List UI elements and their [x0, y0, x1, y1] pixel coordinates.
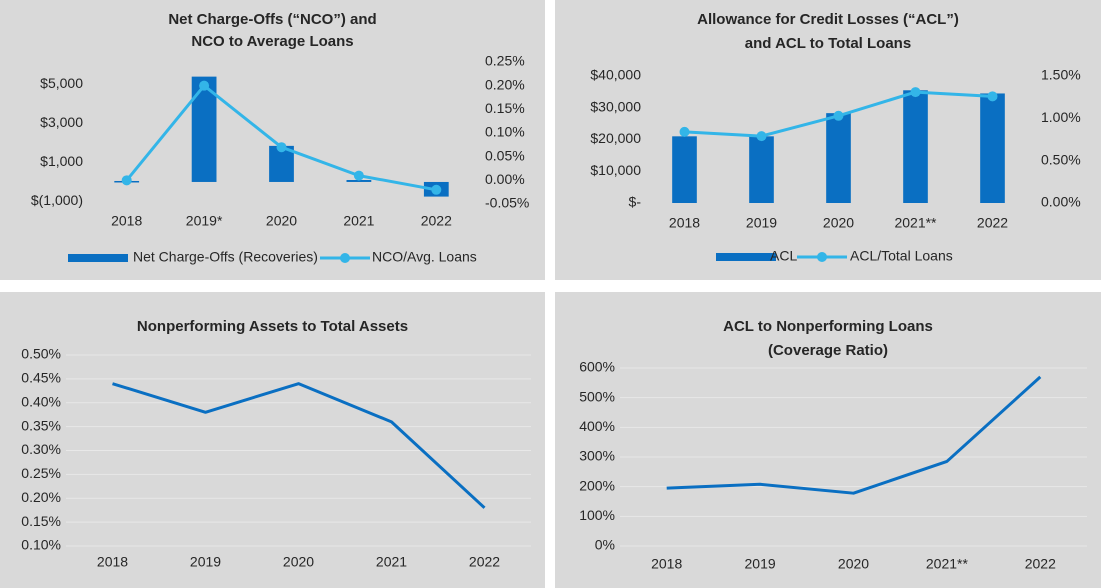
- chart-title: Allowance for Credit Losses (“ACL”): [697, 11, 959, 28]
- y2-tick-label: 0.50%: [1041, 151, 1081, 167]
- legend-label: NCO/Avg. Loans: [372, 249, 477, 265]
- y-tick-label: 600%: [579, 359, 615, 375]
- point: [121, 175, 132, 186]
- panel: [555, 292, 1101, 588]
- y2-tick-label: 0.10%: [485, 124, 525, 140]
- x-tick-label: 2021**: [926, 556, 969, 572]
- y-tick-label: 300%: [579, 448, 615, 464]
- x-tick-label: 2019: [190, 554, 221, 570]
- point: [431, 184, 442, 195]
- x-tick-label: 2020: [823, 215, 854, 231]
- y-tick-label: 500%: [579, 388, 615, 404]
- bar: [826, 113, 851, 203]
- y2-tick-label: 0.25%: [485, 53, 525, 69]
- x-tick-label: 2020: [266, 213, 297, 229]
- chart-title: ACL to Nonperforming Loans: [723, 318, 933, 335]
- point: [756, 131, 767, 142]
- x-tick-label: 2018: [97, 554, 128, 570]
- line: [666, 375, 1042, 495]
- x-tick-label: 2019: [745, 556, 776, 572]
- y-tick-label: $30,000: [590, 98, 641, 114]
- bar: [346, 180, 372, 182]
- point: [910, 87, 921, 98]
- legend-swatch: [68, 254, 128, 262]
- x-tick-label: 2021: [343, 213, 374, 229]
- y-tick-label: $20,000: [590, 130, 641, 146]
- chart-title: NCO to Average Loans: [191, 33, 353, 50]
- x-tick-label: 2020: [283, 554, 314, 570]
- x-tick-label: 2019*: [186, 213, 223, 229]
- y-tick-label: $10,000: [590, 162, 641, 178]
- y2-tick-label: 0.20%: [485, 76, 525, 92]
- point: [276, 142, 287, 153]
- x-tick-label: 2018: [111, 213, 142, 229]
- point: [987, 91, 998, 102]
- y-tick-label: $(1,000): [31, 192, 83, 208]
- y-tick-label: $40,000: [590, 67, 641, 83]
- bar: [672, 136, 697, 203]
- y-tick-label: 100%: [579, 507, 615, 523]
- x-tick-label: 2022: [977, 215, 1008, 231]
- chart-title: Net Charge-Offs (“NCO”) and: [168, 11, 376, 28]
- point: [353, 170, 364, 181]
- y-tick-label: 0.20%: [21, 489, 61, 505]
- x-tick-label: 2021: [376, 554, 407, 570]
- bar: [749, 136, 774, 203]
- y-tick-label: 0.35%: [21, 417, 61, 433]
- y2-tick-label: 0.00%: [485, 171, 525, 187]
- line: [112, 382, 486, 509]
- y-tick-label: 400%: [579, 418, 615, 434]
- legend-swatch: [340, 253, 350, 263]
- y-tick-label: 0.10%: [21, 537, 61, 553]
- y2-tick-label: 1.00%: [1041, 109, 1081, 125]
- y-tick-label: 0.45%: [21, 370, 61, 386]
- chart-title: and ACL to Total Loans: [745, 35, 911, 52]
- legend-label: ACL: [770, 248, 797, 264]
- legend-label: Net Charge-Offs (Recoveries): [133, 249, 318, 265]
- y-tick-label: 0.40%: [21, 393, 61, 409]
- x-tick-label: 2021**: [894, 215, 937, 231]
- point: [833, 110, 844, 121]
- x-tick-label: 2018: [669, 215, 700, 231]
- y-tick-label: 0.50%: [21, 346, 61, 362]
- chart-title: (Coverage Ratio): [768, 342, 888, 359]
- legend-swatch: [716, 253, 776, 261]
- x-tick-label: 2018: [651, 556, 682, 572]
- y-tick-label: 0.15%: [21, 513, 61, 529]
- y2-tick-label: 0.05%: [485, 147, 525, 163]
- panel: [0, 292, 545, 588]
- x-tick-label: 2020: [838, 556, 869, 572]
- x-tick-label: 2022: [1025, 556, 1056, 572]
- bar: [903, 90, 928, 203]
- y2-tick-label: 1.50%: [1041, 67, 1081, 83]
- y-tick-label: $3,000: [40, 114, 83, 130]
- y-tick-label: $1,000: [40, 153, 83, 169]
- y2-tick-label: 0.00%: [1041, 194, 1081, 210]
- y-tick-label: 0.25%: [21, 465, 61, 481]
- x-tick-label: 2019: [746, 215, 777, 231]
- chart-title: Nonperforming Assets to Total Assets: [137, 318, 408, 335]
- legend-swatch: [817, 252, 827, 262]
- bar: [980, 93, 1005, 203]
- x-tick-label: 2022: [469, 554, 500, 570]
- y-tick-label: $5,000: [40, 75, 83, 91]
- y-tick-label: 200%: [579, 477, 615, 493]
- y-tick-label: 0.30%: [21, 441, 61, 457]
- y-tick-label: 0%: [595, 537, 615, 553]
- point: [679, 126, 690, 137]
- y2-tick-label: -0.05%: [485, 195, 529, 211]
- y-tick-label: $-: [629, 194, 642, 210]
- legend-label: ACL/Total Loans: [850, 248, 953, 264]
- point: [199, 80, 210, 91]
- y2-tick-label: 0.15%: [485, 100, 525, 116]
- x-tick-label: 2022: [421, 213, 452, 229]
